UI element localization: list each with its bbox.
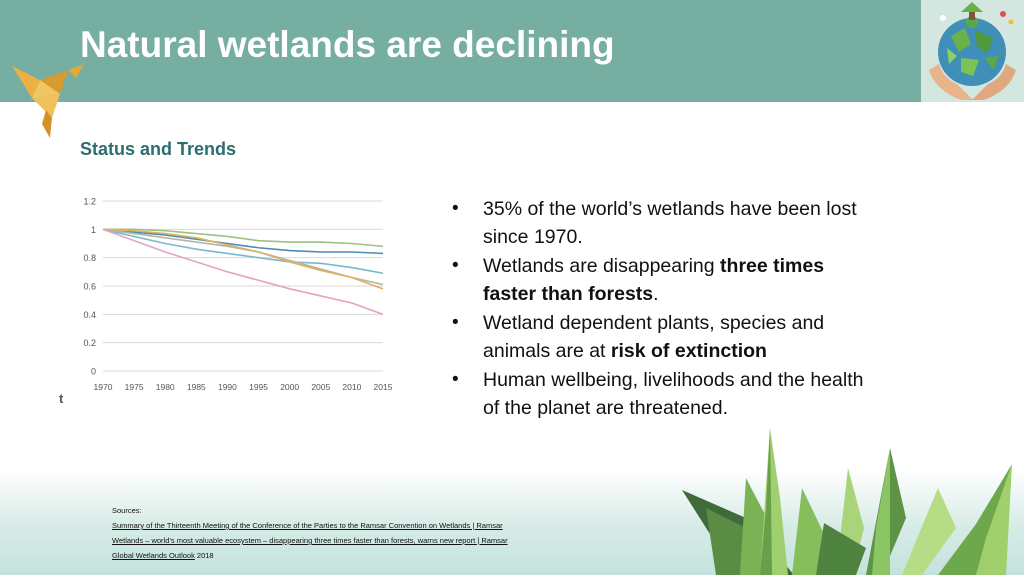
bullet-marker: • xyxy=(452,198,459,219)
bullet-text: 35% of the world’s wetlands have been lo… xyxy=(483,198,857,248)
y-tick-label: 0.8 xyxy=(83,253,96,263)
sources-heading: Sources: xyxy=(112,506,142,515)
bullet-marker: • xyxy=(452,369,459,390)
x-tick-label: 2000 xyxy=(280,382,299,392)
globe-hands-image xyxy=(921,0,1024,102)
series-line xyxy=(102,228,384,290)
bullet-text: Human wellbeing, livelihoods and the hea… xyxy=(483,369,864,419)
bullet-text-end: . xyxy=(653,283,659,305)
y-tick-label: 1.2 xyxy=(83,197,96,207)
x-tick-label: 1995 xyxy=(249,382,268,392)
bullet-marker: • xyxy=(452,312,459,333)
x-tick-label: 2005 xyxy=(311,382,330,392)
series-line xyxy=(102,228,384,255)
source-year: 2018 xyxy=(194,551,214,560)
series-line xyxy=(103,228,384,248)
bullet-emphasis: risk of extinction xyxy=(610,340,767,362)
chart-grid xyxy=(103,200,383,372)
bullet-item: • 35% of the world’s wetlands have been … xyxy=(452,195,872,251)
leaves-illustration xyxy=(682,428,1012,575)
x-tick-label: 1985 xyxy=(187,382,206,392)
chart-corner-label: t xyxy=(59,391,64,406)
x-tick-label: 1980 xyxy=(156,382,175,392)
x-axis-ticks: 1970 1975 1980 1985 1990 1995 2000 2005 2010 2015 xyxy=(94,382,393,392)
section-subtitle: Status and Trends xyxy=(80,139,237,159)
bullet-marker: • xyxy=(452,255,459,276)
y-tick-label: 0.4 xyxy=(83,310,96,320)
header-band xyxy=(0,0,1024,102)
x-tick-label: 2015 xyxy=(374,382,393,392)
y-axis-ticks: 0 0.2 0.4 0.6 0.8 1 1.2 xyxy=(83,197,96,377)
globe-illustration xyxy=(921,0,1024,102)
source-link-ramsar-report[interactable]: Wetlands – world’s most valuable ecosyst… xyxy=(112,536,508,545)
series-line xyxy=(102,228,384,316)
origami-bird-icon xyxy=(12,64,84,138)
x-tick-label: 2010 xyxy=(342,382,361,392)
series-line xyxy=(102,228,384,275)
source-link-ramsar-cop13[interactable]: Summary of the Thirteenth Meeting of the… xyxy=(112,521,503,530)
bullet-text: Wetland dependent plants, species and an… xyxy=(483,312,825,362)
wetland-trend-chart: 00.20.40.60.811.2 1970 1975 1980 1985 1990 19… xyxy=(59,197,393,407)
sources-block: Sources: Summary of the Thirteenth Meeti… xyxy=(112,503,552,563)
slide-title: Natural wetlands are declining xyxy=(80,24,615,65)
y-tick-label: 1 xyxy=(91,225,96,235)
key-facts-list: • 35% of the world’s wetlands have been … xyxy=(452,195,872,423)
y-tick-label: 0.2 xyxy=(83,338,96,348)
source-link-global-wetlands-outlook[interactable]: Global Wetlands Outlook xyxy=(112,551,195,560)
bullet-text: Wetlands are disappearing xyxy=(483,255,721,277)
chart-series xyxy=(102,228,384,316)
y-tick-label: 0 xyxy=(91,367,96,377)
bullet-item: • Wetlands are disappearing three times … xyxy=(452,252,872,308)
bullet-item: • Human wellbeing, livelihoods and the h… xyxy=(452,366,872,422)
bullet-emphasis: three times faster than forests xyxy=(483,255,825,305)
x-tick-label: 1970 xyxy=(94,382,113,392)
x-tick-label: 1975 xyxy=(125,382,144,392)
x-tick-label: 1990 xyxy=(218,382,237,392)
bullet-item: • Wetland dependent plants, species and … xyxy=(452,309,872,365)
y-tick-label: 0.6 xyxy=(83,282,96,292)
